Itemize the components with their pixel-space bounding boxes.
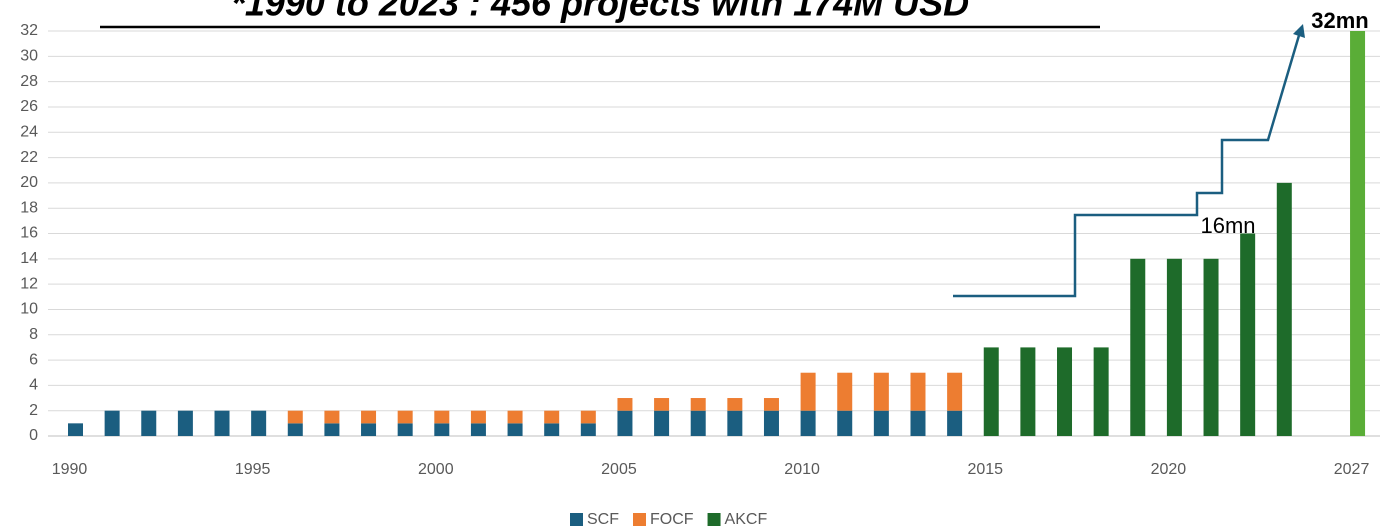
bar bbox=[397, 410, 413, 424]
legend-swatch bbox=[707, 513, 721, 526]
legend-label: SCF bbox=[587, 511, 619, 528]
bar bbox=[544, 423, 560, 436]
legend-label: AKCF bbox=[725, 511, 768, 528]
x-tick-label: 2005 bbox=[601, 461, 637, 478]
y-tick-label: 2 bbox=[29, 402, 38, 419]
bar bbox=[1240, 233, 1256, 436]
y-tick-label: 30 bbox=[20, 48, 38, 65]
bar bbox=[141, 410, 157, 436]
bar bbox=[361, 423, 377, 436]
bar bbox=[1057, 347, 1073, 436]
y-tick-label: 32 bbox=[20, 22, 38, 39]
bar bbox=[617, 410, 633, 436]
y-tick-label: 12 bbox=[20, 275, 38, 292]
bar bbox=[434, 410, 450, 424]
bar bbox=[68, 423, 83, 436]
bar bbox=[507, 423, 523, 436]
bar bbox=[800, 410, 816, 436]
y-tick-label: 22 bbox=[20, 149, 38, 166]
x-tick-label: 1990 bbox=[52, 461, 88, 478]
bar bbox=[763, 398, 779, 411]
bar bbox=[727, 410, 743, 436]
bar bbox=[470, 410, 486, 424]
y-tick-label: 18 bbox=[20, 199, 38, 216]
x-tick-label: 2000 bbox=[418, 461, 454, 478]
bar bbox=[873, 372, 889, 411]
y-tick-label: 4 bbox=[29, 377, 38, 394]
y-tick-label: 26 bbox=[20, 98, 38, 115]
bar bbox=[324, 410, 340, 424]
bar bbox=[910, 372, 926, 411]
bar bbox=[654, 398, 670, 411]
bar bbox=[910, 410, 926, 436]
legend-label: FOCF bbox=[650, 511, 694, 528]
x-tick-label: 2027 bbox=[1334, 461, 1370, 478]
bar bbox=[104, 410, 120, 436]
bar bbox=[324, 423, 340, 436]
bar bbox=[251, 410, 267, 436]
bar bbox=[580, 410, 596, 424]
bar bbox=[1093, 347, 1109, 436]
bar bbox=[1276, 182, 1292, 436]
growth-arrow bbox=[953, 31, 1302, 298]
y-tick-label: 14 bbox=[20, 250, 38, 267]
bar bbox=[727, 398, 743, 411]
y-tick-label: 10 bbox=[20, 301, 38, 318]
bar bbox=[214, 410, 230, 436]
bar bbox=[544, 410, 560, 424]
bar bbox=[873, 410, 889, 436]
y-tick-label: 8 bbox=[29, 326, 38, 343]
bar bbox=[507, 410, 523, 424]
bar bbox=[983, 347, 999, 436]
bar bbox=[1203, 258, 1219, 436]
bar bbox=[1166, 258, 1182, 436]
bar bbox=[763, 410, 779, 436]
bar bbox=[361, 410, 377, 424]
bar bbox=[1350, 31, 1366, 436]
bar bbox=[837, 410, 853, 436]
bar bbox=[177, 410, 193, 436]
x-tick-label: 2010 bbox=[784, 461, 820, 478]
legend-swatch bbox=[633, 513, 646, 526]
x-tick-label: 2015 bbox=[967, 461, 1003, 478]
y-tick-label: 20 bbox=[20, 174, 38, 191]
x-tick-label: 2020 bbox=[1151, 461, 1187, 478]
bar bbox=[1020, 347, 1036, 436]
bar bbox=[470, 423, 486, 436]
bar bbox=[580, 423, 596, 436]
bar bbox=[654, 410, 670, 436]
bar bbox=[434, 423, 450, 436]
bar bbox=[800, 372, 816, 411]
bar bbox=[947, 372, 963, 411]
bar bbox=[690, 398, 706, 411]
chart-title: *1990 to 2023 : 456 projects with 174M U… bbox=[231, 0, 969, 24]
bar bbox=[397, 423, 413, 436]
x-tick-label: 1995 bbox=[235, 461, 271, 478]
bar bbox=[947, 410, 963, 436]
annotation: 16mn bbox=[1200, 213, 1255, 238]
y-tick-label: 16 bbox=[20, 225, 38, 242]
annotation: 32mn bbox=[1311, 8, 1368, 33]
bar bbox=[837, 372, 853, 411]
bar bbox=[617, 398, 633, 411]
y-tick-label: 0 bbox=[29, 427, 38, 444]
bar bbox=[287, 423, 303, 436]
y-tick-label: 28 bbox=[20, 73, 38, 90]
bar bbox=[690, 410, 706, 436]
bar bbox=[1130, 258, 1146, 436]
y-tick-label: 6 bbox=[29, 351, 38, 368]
arrow-head bbox=[1293, 24, 1305, 38]
y-tick-label: 24 bbox=[20, 123, 38, 140]
legend-swatch bbox=[570, 513, 583, 526]
bar bbox=[287, 410, 303, 424]
